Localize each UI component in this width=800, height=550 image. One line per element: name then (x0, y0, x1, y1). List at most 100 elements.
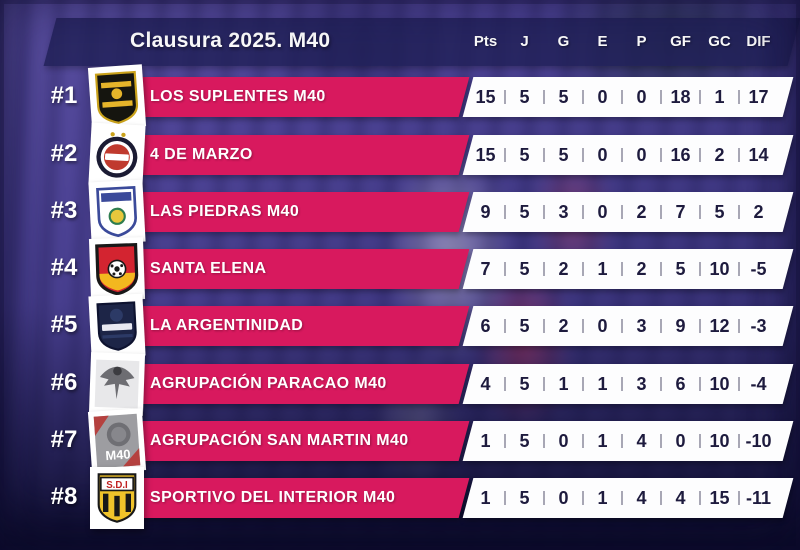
stat-value: 1 (582, 421, 622, 461)
shield-dark-navy-icon (96, 301, 137, 351)
table-title: Clausura 2025. M40 (130, 29, 331, 52)
stat-value: 16 (660, 135, 700, 175)
stat-value: 1 (480, 430, 491, 451)
stat-value: -11 (738, 478, 778, 518)
stat-value: 3 (621, 364, 661, 404)
stat-value: 4 (621, 478, 661, 518)
stats-values: 15 5 5 0 0 16 2 14 (466, 135, 778, 175)
stat-value: 1 (543, 364, 583, 404)
badge-round-red-icon (96, 132, 138, 178)
column-header: GF (670, 33, 691, 50)
stats-values: 4 5 1 1 3 6 10 -4 (466, 364, 778, 404)
stat-value: 5 (504, 306, 544, 346)
rank-label: #3 (50, 197, 78, 224)
stat-value: 5 (504, 364, 544, 404)
team-logo (88, 179, 146, 245)
team-logo (87, 64, 147, 130)
team-name: 4 DE MARZO (150, 146, 253, 163)
stats-values: 6 5 2 0 3 9 12 -3 (466, 306, 778, 346)
column-header: Pts (473, 33, 498, 50)
stat-value: -4 (738, 364, 778, 404)
stat-value: 5 (504, 77, 544, 117)
stat-value: 14 (738, 135, 778, 175)
stat-value: 5 (504, 421, 544, 461)
stat-value: -3 (738, 306, 778, 346)
team-logo (88, 293, 146, 359)
team-name: SPORTIVO DEL INTERIOR M40 (150, 489, 396, 506)
stat-value: 5 (660, 249, 700, 289)
column-header: J (520, 33, 529, 50)
eagle-grayscale-icon (94, 359, 140, 409)
rank-label: #5 (50, 311, 78, 338)
stat-value: 10 (699, 421, 739, 461)
team-name: LA ARGENTINIDAD (150, 317, 304, 334)
stats-values: 1 5 0 1 4 4 15 -11 (466, 478, 778, 518)
stat-value: 6 (660, 364, 700, 404)
stat-value: 6 (480, 315, 491, 336)
column-header: E (597, 33, 608, 50)
team-name: LAS PIEDRAS M40 (150, 203, 300, 220)
stat-value: 2 (543, 249, 583, 289)
stat-value: 0 (543, 478, 583, 518)
stat-value: 5 (699, 192, 739, 232)
stats-values: 1 5 0 1 4 0 10 -10 (466, 421, 778, 461)
stat-value: 4 (480, 373, 491, 394)
table-row: #6 AGRUPACIÓN PARACAO M40 4 5 1 1 3 6 10 -4 (0, 352, 800, 416)
stat-value: 0 (582, 135, 622, 175)
column-header: DIF (746, 33, 771, 50)
crest-yellow-black-icon (94, 70, 139, 124)
stat-value: 0 (543, 421, 583, 461)
stat-value: -10 (738, 421, 778, 461)
stats-values: 15 5 5 0 0 18 1 17 (466, 77, 778, 117)
stat-value: 2 (621, 249, 661, 289)
column-headers: Pts J G E P GF GC DIF (466, 33, 778, 53)
stat-value: 10 (699, 249, 739, 289)
svg-text:M40: M40 (105, 446, 131, 463)
stat-value: 15 (475, 86, 496, 107)
table-row: #4 SANTA ELENA 7 5 2 1 2 5 10 -5 (0, 237, 800, 301)
stat-value: 3 (621, 306, 661, 346)
stat-value: 0 (660, 421, 700, 461)
stat-value: 7 (480, 258, 491, 279)
stat-value: 15 (475, 144, 496, 165)
table-row: #5 LA ARGENTINIDAD 6 5 2 0 3 9 12 -3 (0, 293, 800, 359)
team-name: AGRUPACIÓN SAN MARTIN M40 (150, 432, 409, 449)
stat-value: 0 (582, 77, 622, 117)
stats-values: 7 5 2 1 2 5 10 -5 (466, 249, 778, 289)
team-logo: M40 (87, 408, 147, 474)
stat-value: 5 (504, 478, 544, 518)
crest-sdi-yellow-black-icon: S.D.I (97, 473, 137, 523)
stat-value: 12 (699, 306, 739, 346)
stat-value: 1 (582, 249, 622, 289)
stat-value: 0 (582, 306, 622, 346)
rank-label: #4 (50, 254, 78, 281)
stat-value: 1 (582, 478, 622, 518)
rank-label: #6 (50, 369, 78, 396)
rank-label: #8 (50, 483, 78, 510)
table-row: #2 4 DE MARZO 15 5 5 0 0 16 2 14 (0, 122, 800, 188)
stat-value: 3 (543, 192, 583, 232)
stat-value: 18 (660, 77, 700, 117)
stat-value: 15 (699, 478, 739, 518)
team-logo (88, 352, 146, 416)
team-logo (88, 122, 146, 188)
stat-value: 1 (480, 487, 491, 508)
stat-value: 5 (543, 135, 583, 175)
rank-label: #1 (50, 82, 78, 109)
rank-label: #2 (50, 140, 78, 167)
stat-value: 5 (543, 77, 583, 117)
team-name: SANTA ELENA (150, 260, 267, 277)
stat-value: 2 (621, 192, 661, 232)
stat-value: 5 (504, 135, 544, 175)
stat-value: 9 (480, 201, 491, 222)
stat-value: 2 (738, 192, 778, 232)
stat-value: 5 (504, 249, 544, 289)
stat-value: 2 (699, 135, 739, 175)
stat-value: 9 (660, 306, 700, 346)
stat-value: -5 (738, 249, 778, 289)
stat-value: 1 (699, 77, 739, 117)
stat-value: 2 (543, 306, 583, 346)
